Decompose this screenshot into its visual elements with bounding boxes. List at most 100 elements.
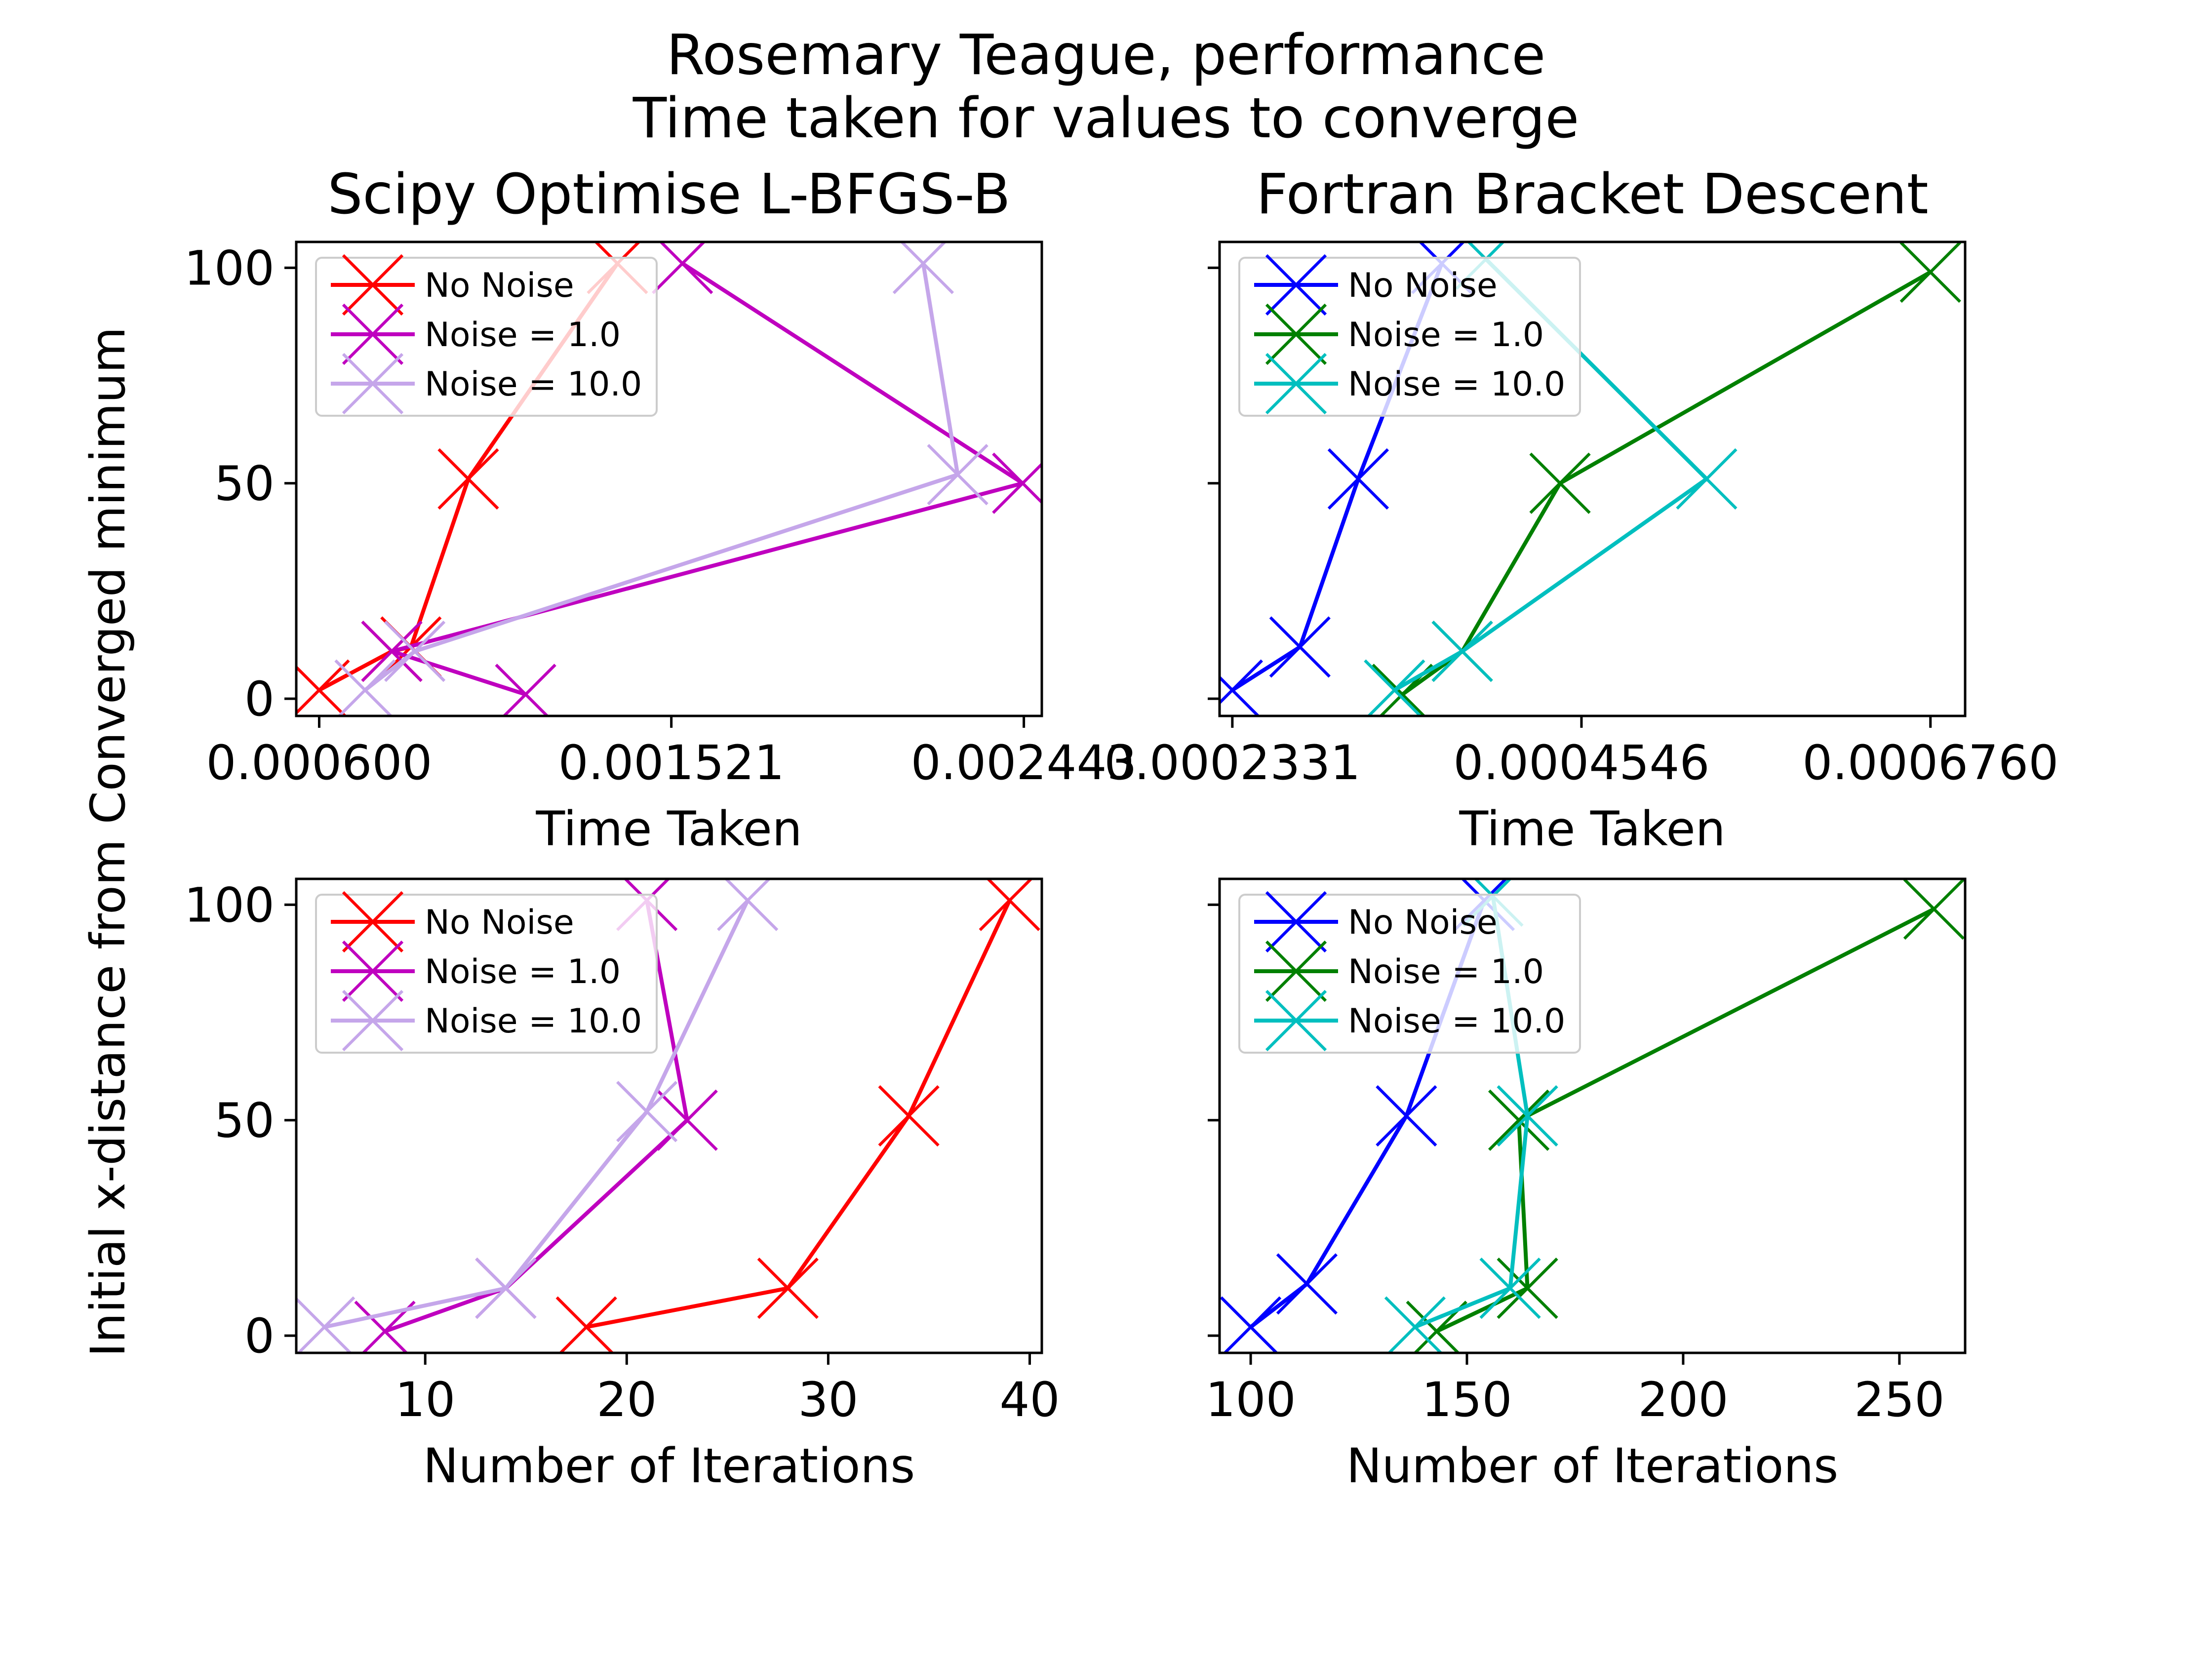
p3-x-tick-label-0: 10 <box>395 1372 455 1427</box>
p3-y-tick-label-0: 0 <box>244 1308 275 1364</box>
p2-x-tick-label-2: 0.0006760 <box>1802 735 2058 790</box>
p3-legend-label-noise-10-0: Noise = 10.0 <box>425 1002 642 1041</box>
p4-x-tick-label-0: 100 <box>1205 1372 1296 1427</box>
p1-legend-box <box>315 257 658 417</box>
p2-point-noise-1-0-2 <box>1529 452 1591 514</box>
p1-point-noise-1-0-0 <box>495 664 556 716</box>
p1-legend-label-no-noise: No Noise <box>425 266 574 305</box>
p2-legend-marker-noise-1-0 <box>1265 303 1327 365</box>
subplot-scipy-time: 0.000600 0.001521 0.002443 0 50 100 Scipy Opti… <box>184 162 1137 857</box>
p3-point-no-noise-2 <box>878 1085 940 1147</box>
p1-point-noise-10-0-2 <box>927 444 988 506</box>
p4-point-noise-10-0-1 <box>1479 1257 1541 1319</box>
p3-legend-marker-no-noise <box>342 891 404 953</box>
p3-point-noise-10-0-0 <box>296 1296 356 1353</box>
p3-legend-marker-noise-10-0 <box>342 989 404 1052</box>
p3-x-axis-label: Number of Iterations <box>423 1438 915 1494</box>
p4-point-noise-10-0-0 <box>1384 1296 1446 1353</box>
p1-x-tick-label-2: 0.002443 <box>911 735 1137 790</box>
p1-point-noise-1-0-2 <box>992 452 1042 514</box>
p3-axes-frame <box>295 877 1043 1354</box>
p4-point-noise-1-0-2 <box>1488 1089 1550 1151</box>
p3-legend-box <box>315 894 658 1054</box>
subplot-scipy-iterations: 10 20 30 40 0 50 100 Number of Iterations No Noi… <box>184 877 1060 1494</box>
p1-x-axis-label: Time Taken <box>535 801 802 857</box>
p2-point-noise-1-0-3 <box>1899 242 1961 303</box>
p1-series-line-noise-1-0 <box>390 261 1025 697</box>
p3-legend-marker-noise-1-0 <box>342 940 404 1002</box>
p3-point-noise-1-0-2 <box>656 1089 718 1151</box>
p1-point-noise-1-0-1 <box>361 620 423 682</box>
p2-point-noise-10-0-2 <box>1676 448 1738 510</box>
p1-point-no-noise-0 <box>296 659 350 716</box>
p3-point-noise-10-0-1 <box>475 1257 537 1319</box>
p4-point-no-noise-1 <box>1276 1253 1338 1315</box>
p2-point-noise-10-0-1 <box>1431 620 1493 682</box>
p2-point-no-noise-0 <box>1220 659 1263 716</box>
p1-legend: No Noise Noise = 1.0 Noise = 10.0 <box>315 254 658 417</box>
p2-legend: No Noise Noise = 1.0 Noise = 10.0 <box>1238 254 1581 417</box>
p1-point-noise-10-0-3 <box>892 242 954 294</box>
p1-series-line-noise-10-0 <box>363 261 960 692</box>
p3-point-no-noise-0 <box>555 1296 617 1353</box>
p3-point-noise-10-0-3 <box>717 879 779 931</box>
p1-point-noise-10-0-0 <box>334 659 396 716</box>
p2-x-tick-label-0: 0.0002331 <box>1104 735 1360 790</box>
p3-y-tick-label-1: 50 <box>214 1093 275 1148</box>
subplot-fortran-iterations: 100 150 200 250 Number of Iterations No Noise… <box>1205 877 1967 1494</box>
p4-point-no-noise-0 <box>1220 1296 1282 1353</box>
p3-x-tick-label-1: 20 <box>596 1372 657 1427</box>
p3-point-noise-10-0-2 <box>616 1081 678 1143</box>
p3-point-no-noise-1 <box>757 1257 819 1319</box>
p1-series-group <box>296 242 1042 716</box>
p4-legend-label-no-noise: No Noise <box>1348 903 1498 942</box>
p4-legend-box <box>1238 894 1581 1054</box>
p4-point-no-noise-2 <box>1376 1085 1437 1147</box>
figure-title-line-1: Rosemary Teague, performance <box>667 23 1546 87</box>
p2-x-tick-label-1: 0.0004546 <box>1453 735 1709 790</box>
p2-series-line-noise-1-0 <box>1400 270 1933 697</box>
p2-legend-label-noise-10-0: Noise = 10.0 <box>1348 365 1565 404</box>
p1-point-no-noise-3 <box>437 448 499 510</box>
p3-x-tick-label-3: 40 <box>999 1372 1060 1427</box>
p4-legend-marker-noise-10-0 <box>1265 989 1327 1052</box>
p2-series-line-noise-10-0 <box>1392 257 1709 692</box>
p1-point-noise-1-0-3 <box>651 242 713 294</box>
p4-series-line-noise-1-0 <box>1434 907 1936 1334</box>
p2-title: Fortran Bracket Descent <box>1256 162 1928 227</box>
subplot-fortran-time: 0.0002331 0.0004546 0.0006760 Fortran Brack… <box>1104 162 2058 857</box>
p2-legend-box <box>1238 257 1581 417</box>
p1-y-tick-label-2: 100 <box>184 240 275 296</box>
p3-y-tick-label-2: 100 <box>184 877 275 933</box>
figure-y-axis-label: Initial x-distance from Converged minimu… <box>80 327 136 1357</box>
p1-title: Scipy Optimise L-BFGS-B <box>327 162 1010 227</box>
p2-legend-label-noise-1-0: Noise = 1.0 <box>1348 316 1544 355</box>
p3-series-line-noise-1-0 <box>383 898 689 1334</box>
p4-x-tick-label-2: 200 <box>1638 1372 1728 1427</box>
p3-point-no-noise-3 <box>979 879 1040 931</box>
p1-y-tick-label-1: 50 <box>214 456 275 512</box>
figure-title-line-2: Time taken for values to converge <box>632 86 1579 151</box>
p3-series-group <box>296 879 1040 1353</box>
p4-legend-marker-no-noise <box>1265 891 1327 953</box>
p2-point-no-noise-1 <box>1269 616 1331 678</box>
p1-axes-frame <box>295 240 1043 717</box>
p4-axes-frame <box>1218 877 1967 1354</box>
p2-axes-frame <box>1218 240 1967 717</box>
p1-legend-marker-noise-1-0 <box>342 303 404 365</box>
p4-legend: No Noise Noise = 1.0 Noise = 10.0 <box>1238 891 1581 1054</box>
p1-x-tick-label-1: 0.001521 <box>558 735 785 790</box>
p2-point-no-noise-2 <box>1327 448 1389 510</box>
p4-legend-marker-noise-1-0 <box>1265 940 1327 1002</box>
p1-legend-label-noise-1-0: Noise = 1.0 <box>425 316 621 355</box>
p4-x-axis-label: Number of Iterations <box>1346 1438 1838 1494</box>
p1-legend-label-noise-10-0: Noise = 10.0 <box>425 365 642 404</box>
p1-x-tick-label-0: 0.000600 <box>206 735 432 790</box>
p4-point-noise-1-0-3 <box>1903 879 1965 940</box>
p1-point-noise-10-0-1 <box>384 620 446 682</box>
p2-legend-marker-noise-10-0 <box>1265 353 1327 415</box>
p1-y-tick-label-0: 0 <box>244 672 275 727</box>
p4-legend-label-noise-10-0: Noise = 10.0 <box>1348 1002 1565 1041</box>
p3-legend: No Noise Noise = 1.0 Noise = 10.0 <box>315 891 658 1054</box>
